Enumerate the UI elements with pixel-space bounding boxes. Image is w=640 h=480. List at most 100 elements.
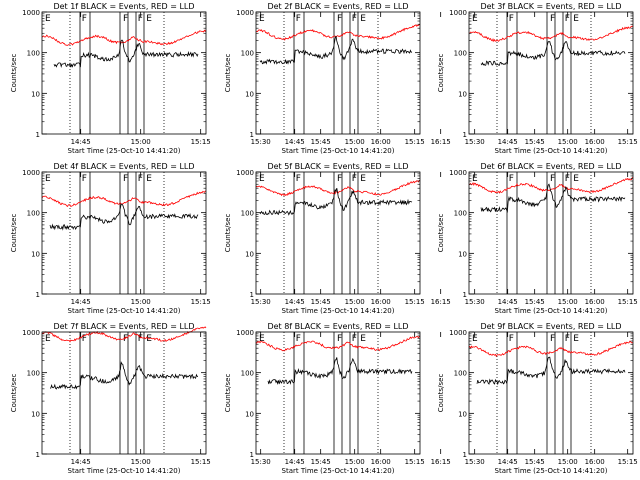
y-tick-label: 10 bbox=[31, 250, 40, 258]
panel-det-9: Det 9f BLACK = Events, RED = LLD Counts/s… bbox=[437, 322, 638, 475]
x-tick-label: 15:00 bbox=[131, 458, 151, 466]
plot-frame bbox=[255, 11, 421, 135]
x-tick-label: 15:15 bbox=[618, 298, 638, 306]
marker-letter: F bbox=[123, 334, 128, 344]
x-tick-label: 16:00 bbox=[585, 298, 605, 306]
marker-letter: E bbox=[573, 334, 579, 344]
panel-det-2: Det 2f BLACK = Events, RED = LLD Counts/s… bbox=[224, 2, 605, 155]
y-tick-label: 100 bbox=[27, 50, 40, 58]
x-axis-label: Start Time (25-Oct-10 14:41:20) bbox=[495, 307, 608, 315]
marker-letter: F bbox=[352, 14, 357, 24]
x-tick-label: 14:45 bbox=[71, 138, 91, 146]
events-series-line bbox=[53, 39, 199, 69]
lld-series-line bbox=[41, 326, 207, 343]
marker-letter: F bbox=[565, 174, 570, 184]
x-axis-label: Start Time (25-Oct-10 14:41:20) bbox=[68, 147, 181, 155]
marker-letter: F bbox=[509, 174, 514, 184]
y-tick-label: 10 bbox=[245, 410, 254, 418]
x-tick-label: 16:00 bbox=[371, 298, 391, 306]
marker-letter: F bbox=[123, 14, 128, 24]
marker-letter: F bbox=[509, 14, 514, 24]
y-tick-label: 1 bbox=[36, 291, 40, 299]
y-tick-label: 1000 bbox=[22, 9, 40, 17]
y-tick-label: 1 bbox=[463, 131, 467, 139]
y-tick-label: 1000 bbox=[236, 9, 254, 17]
lld-series-line bbox=[468, 340, 634, 358]
panel-det-5: Det 5f BLACK = Events, RED = LLD Counts/s… bbox=[224, 162, 605, 315]
marker-letter: F bbox=[550, 174, 555, 184]
marker-letter: E bbox=[146, 174, 152, 184]
x-tick-label: 15:45 bbox=[311, 138, 331, 146]
marker-letter: F bbox=[296, 334, 301, 344]
panel-title: Det 6f BLACK = Events, RED = LLD bbox=[480, 162, 621, 171]
y-tick-label: 10 bbox=[31, 410, 40, 418]
y-tick-label: 1000 bbox=[22, 169, 40, 177]
events-series-line bbox=[267, 357, 413, 386]
x-tick-label: 14:45 bbox=[71, 458, 91, 466]
x-tick-label: 15:00 bbox=[345, 458, 365, 466]
plot-frame bbox=[255, 171, 421, 295]
x-tick-label: 16:00 bbox=[585, 458, 605, 466]
marker-letter: F bbox=[296, 174, 301, 184]
marker-letter: F bbox=[138, 334, 143, 344]
x-axis-label: Start Time (25-Oct-10 14:41:20) bbox=[495, 147, 608, 155]
panel-det-4: Det 4f BLACK = Events, RED = LLD Counts/s… bbox=[10, 162, 451, 315]
y-tick-label: 1000 bbox=[236, 329, 254, 337]
y-tick-label: 10 bbox=[245, 90, 254, 98]
y-tick-label: 10 bbox=[245, 250, 254, 258]
x-tick-label: 15:15 bbox=[405, 298, 425, 306]
marker-letter: E bbox=[259, 334, 265, 344]
x-tick-label: 15:30 bbox=[251, 458, 271, 466]
panel-det-6: Det 6f BLACK = Events, RED = LLD Counts/s… bbox=[437, 162, 638, 315]
y-tick-label: 1 bbox=[250, 291, 254, 299]
marker-letter: E bbox=[573, 174, 579, 184]
marker-letter: F bbox=[352, 334, 357, 344]
x-tick-label: 15:00 bbox=[131, 138, 151, 146]
y-axis-label: Counts/sec bbox=[437, 214, 445, 253]
x-tick-label: 15:30 bbox=[251, 138, 271, 146]
x-tick-label: 15:00 bbox=[558, 138, 578, 146]
x-tick-label: 16:00 bbox=[371, 138, 391, 146]
x-axis-label: Start Time (25-Oct-10 14:41:20) bbox=[68, 467, 181, 475]
x-tick-label: 14:45 bbox=[285, 298, 305, 306]
panel-det-3: Det 3f BLACK = Events, RED = LLD Counts/s… bbox=[437, 2, 638, 155]
events-series-line bbox=[480, 183, 626, 213]
y-axis-label: Counts/sec bbox=[437, 54, 445, 93]
x-tick-label: 15:30 bbox=[465, 458, 485, 466]
y-tick-label: 1000 bbox=[449, 169, 467, 177]
lld-series-line bbox=[468, 177, 634, 194]
panel-det-8: Det 8f BLACK = Events, RED = LLD Counts/s… bbox=[224, 322, 605, 475]
plot-frame bbox=[41, 11, 207, 135]
x-tick-label: 14:45 bbox=[498, 458, 518, 466]
events-series-line bbox=[259, 188, 413, 216]
y-axis-label: Counts/sec bbox=[224, 214, 232, 253]
lld-series-line bbox=[468, 25, 634, 43]
y-tick-label: 1 bbox=[250, 451, 254, 459]
y-axis-label: Counts/sec bbox=[224, 54, 232, 93]
panel-title: Det 4f BLACK = Events, RED = LLD bbox=[53, 162, 194, 171]
marker-letter: F bbox=[138, 174, 143, 184]
x-tick-label: 16:15 bbox=[431, 138, 451, 146]
x-tick-label: 15:00 bbox=[558, 458, 578, 466]
plot-frame bbox=[41, 171, 207, 295]
y-axis-label: Counts/sec bbox=[437, 374, 445, 413]
plot-frame bbox=[468, 171, 634, 295]
marker-letter: E bbox=[472, 174, 478, 184]
marker-letter: F bbox=[565, 334, 570, 344]
x-tick-label: 15:00 bbox=[345, 138, 365, 146]
y-tick-label: 100 bbox=[454, 210, 467, 218]
x-axis-label: Start Time (25-Oct-10 14:41:20) bbox=[282, 147, 395, 155]
y-tick-label: 100 bbox=[241, 370, 254, 378]
marker-letter: E bbox=[45, 14, 51, 24]
marker-letter: E bbox=[360, 14, 366, 24]
y-tick-label: 10 bbox=[458, 90, 467, 98]
x-tick-label: 15:45 bbox=[525, 298, 545, 306]
x-tick-label: 16:00 bbox=[585, 138, 605, 146]
x-tick-label: 15:30 bbox=[465, 298, 485, 306]
y-tick-label: 100 bbox=[241, 50, 254, 58]
panel-title: Det 2f BLACK = Events, RED = LLD bbox=[267, 2, 408, 11]
x-tick-label: 14:45 bbox=[498, 298, 518, 306]
marker-letter: F bbox=[337, 334, 342, 344]
events-series-line bbox=[259, 35, 413, 65]
marker-letter: F bbox=[509, 334, 514, 344]
